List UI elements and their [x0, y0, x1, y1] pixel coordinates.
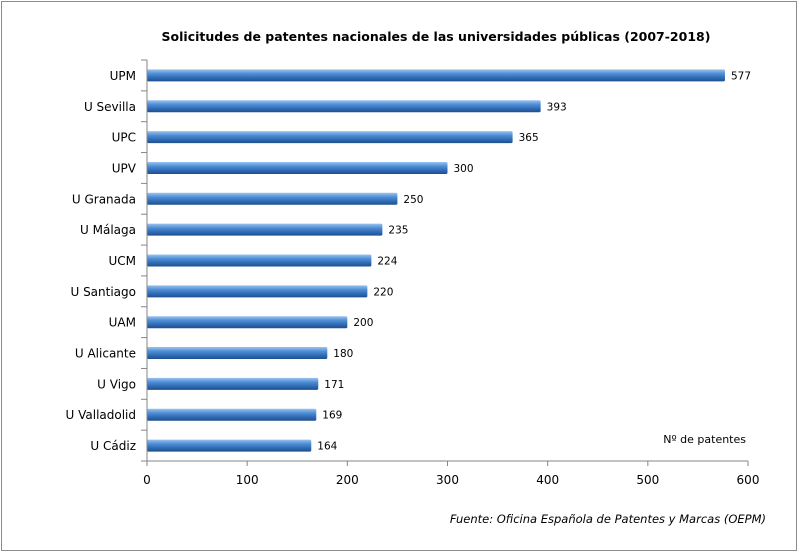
bar — [147, 285, 367, 297]
source-note: Fuente: Oficina Española de Patentes y M… — [450, 512, 766, 526]
x-tick-label: 500 — [636, 473, 659, 487]
data-label: 235 — [388, 225, 408, 237]
category-label: U Alicante — [75, 347, 136, 361]
category-label: UAM — [109, 316, 136, 330]
data-label: 164 — [317, 441, 337, 453]
bar — [147, 100, 541, 112]
data-label: 200 — [353, 317, 373, 329]
bar — [147, 409, 316, 421]
bar — [147, 440, 311, 452]
x-tick-label: 200 — [336, 473, 359, 487]
data-label: 171 — [324, 379, 344, 391]
x-tick-label: 100 — [236, 473, 259, 487]
bar — [147, 193, 397, 205]
data-label: 365 — [519, 132, 539, 144]
category-label: U Vigo — [97, 377, 136, 391]
bar — [147, 316, 347, 328]
data-label: 180 — [333, 348, 353, 360]
category-label: U Valladolid — [66, 408, 137, 422]
chart-title: Solicitudes de patentes nacionales de la… — [162, 29, 711, 44]
bar — [147, 69, 725, 81]
data-label: 577 — [731, 70, 751, 82]
x-tick-label: 300 — [436, 473, 459, 487]
category-label: U Málaga — [80, 223, 136, 237]
category-label: UPC — [112, 131, 136, 145]
bar — [147, 378, 318, 390]
category-label: U Santiago — [70, 285, 136, 299]
category-label: U Granada — [72, 192, 136, 206]
category-label: U Cádiz — [90, 439, 136, 453]
x-tick-label: 400 — [536, 473, 559, 487]
bar — [147, 131, 513, 143]
category-label: UPM — [110, 69, 136, 83]
bar — [147, 162, 448, 174]
data-label: 393 — [547, 101, 567, 113]
x-axis-label: Nº de patentes — [663, 433, 746, 446]
bar — [147, 224, 382, 236]
data-label: 220 — [373, 286, 393, 298]
data-label: 300 — [454, 163, 474, 175]
category-label: U Sevilla — [84, 100, 136, 114]
x-tick-label: 600 — [737, 473, 760, 487]
bar — [147, 255, 371, 267]
bar — [147, 347, 327, 359]
category-label: UCM — [108, 254, 136, 268]
category-label: UPV — [112, 161, 137, 175]
data-label: 250 — [403, 194, 423, 206]
data-label: 224 — [377, 256, 397, 268]
data-label: 169 — [322, 410, 342, 422]
x-tick-label: 0 — [143, 473, 151, 487]
